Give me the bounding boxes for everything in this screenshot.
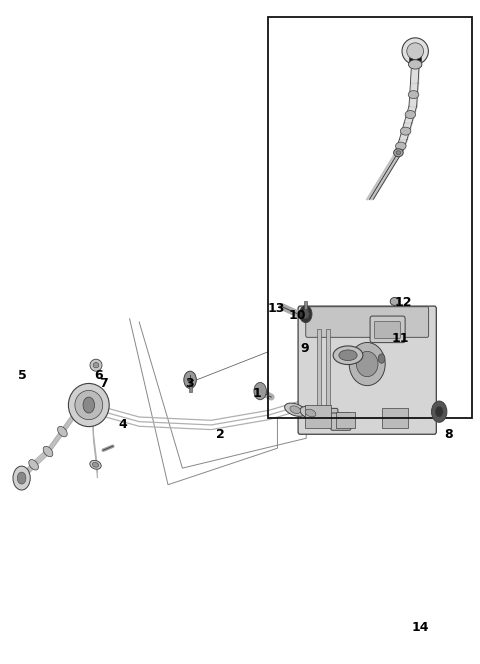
Ellipse shape	[356, 351, 378, 376]
Ellipse shape	[407, 43, 423, 59]
Ellipse shape	[29, 459, 38, 470]
Ellipse shape	[90, 359, 102, 371]
Ellipse shape	[408, 60, 422, 69]
Ellipse shape	[408, 91, 419, 99]
Text: 8: 8	[444, 428, 453, 442]
Circle shape	[13, 466, 30, 490]
Text: 7: 7	[99, 376, 108, 390]
Ellipse shape	[333, 346, 363, 365]
Bar	[304, 301, 307, 314]
Ellipse shape	[93, 363, 99, 368]
Text: 13: 13	[267, 302, 285, 315]
Ellipse shape	[43, 446, 53, 457]
Ellipse shape	[402, 38, 428, 64]
Bar	[317, 329, 321, 405]
Ellipse shape	[93, 462, 98, 467]
FancyBboxPatch shape	[298, 306, 436, 434]
Circle shape	[17, 472, 26, 484]
Ellipse shape	[290, 406, 300, 414]
Circle shape	[432, 401, 447, 422]
Ellipse shape	[90, 460, 101, 469]
Ellipse shape	[405, 110, 416, 118]
Ellipse shape	[396, 151, 401, 155]
Text: 5: 5	[18, 369, 27, 382]
Ellipse shape	[68, 384, 109, 427]
Circle shape	[184, 371, 196, 388]
Ellipse shape	[390, 297, 399, 305]
FancyBboxPatch shape	[306, 307, 429, 337]
Circle shape	[300, 305, 312, 323]
Text: 1: 1	[252, 386, 261, 400]
FancyBboxPatch shape	[370, 316, 405, 343]
Bar	[305, 405, 331, 428]
Text: 9: 9	[300, 342, 309, 355]
Ellipse shape	[300, 406, 321, 420]
Bar	[409, 52, 421, 66]
Text: 11: 11	[392, 332, 409, 345]
Ellipse shape	[396, 142, 406, 150]
Bar	[268, 17, 472, 418]
Circle shape	[254, 382, 266, 400]
Ellipse shape	[75, 390, 103, 420]
FancyBboxPatch shape	[331, 413, 351, 430]
Text: 4: 4	[118, 418, 127, 432]
Circle shape	[378, 354, 385, 363]
Ellipse shape	[349, 343, 385, 386]
Ellipse shape	[305, 409, 316, 417]
Text: 6: 6	[94, 369, 103, 382]
Ellipse shape	[58, 426, 67, 437]
Bar	[382, 408, 408, 428]
Text: 12: 12	[395, 295, 412, 309]
Text: 10: 10	[289, 309, 306, 322]
Ellipse shape	[339, 350, 357, 361]
Ellipse shape	[394, 149, 403, 157]
Ellipse shape	[285, 403, 306, 416]
Ellipse shape	[400, 127, 411, 135]
Text: 3: 3	[185, 376, 194, 390]
FancyBboxPatch shape	[374, 321, 400, 339]
Text: 2: 2	[216, 428, 225, 442]
Text: 14: 14	[411, 621, 429, 634]
Bar	[336, 412, 355, 428]
Bar	[326, 329, 330, 405]
Circle shape	[302, 309, 309, 319]
Circle shape	[435, 406, 443, 417]
Circle shape	[83, 397, 95, 413]
FancyBboxPatch shape	[318, 408, 338, 426]
Bar	[189, 380, 192, 392]
